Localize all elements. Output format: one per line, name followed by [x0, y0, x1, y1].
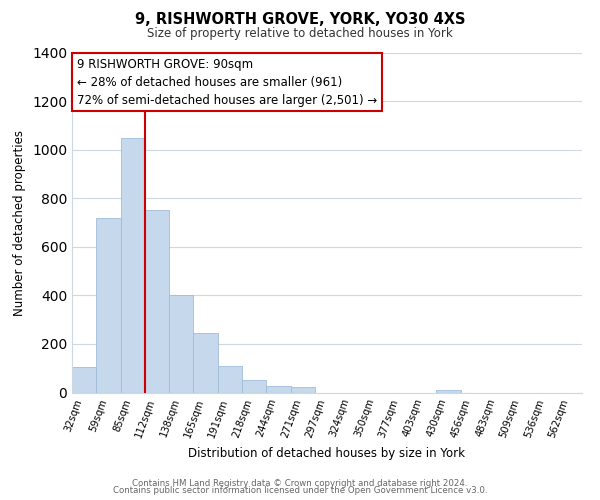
Bar	[290, 387, 315, 392]
Bar	[242, 380, 266, 392]
Bar	[266, 386, 290, 392]
Bar	[145, 210, 169, 392]
Bar	[96, 218, 121, 392]
Bar	[72, 366, 96, 392]
X-axis label: Distribution of detached houses by size in York: Distribution of detached houses by size …	[188, 447, 466, 460]
Bar	[193, 333, 218, 392]
Y-axis label: Number of detached properties: Number of detached properties	[13, 130, 26, 316]
Bar	[121, 138, 145, 392]
Text: 9 RISHWORTH GROVE: 90sqm
← 28% of detached houses are smaller (961)
72% of semi-: 9 RISHWORTH GROVE: 90sqm ← 28% of detach…	[77, 58, 377, 106]
Bar	[169, 296, 193, 392]
Text: Contains public sector information licensed under the Open Government Licence v3: Contains public sector information licen…	[113, 486, 487, 495]
Text: 9, RISHWORTH GROVE, YORK, YO30 4XS: 9, RISHWORTH GROVE, YORK, YO30 4XS	[135, 12, 465, 28]
Bar	[218, 366, 242, 392]
Text: Size of property relative to detached houses in York: Size of property relative to detached ho…	[147, 28, 453, 40]
Bar	[436, 390, 461, 392]
Text: Contains HM Land Registry data © Crown copyright and database right 2024.: Contains HM Land Registry data © Crown c…	[132, 478, 468, 488]
